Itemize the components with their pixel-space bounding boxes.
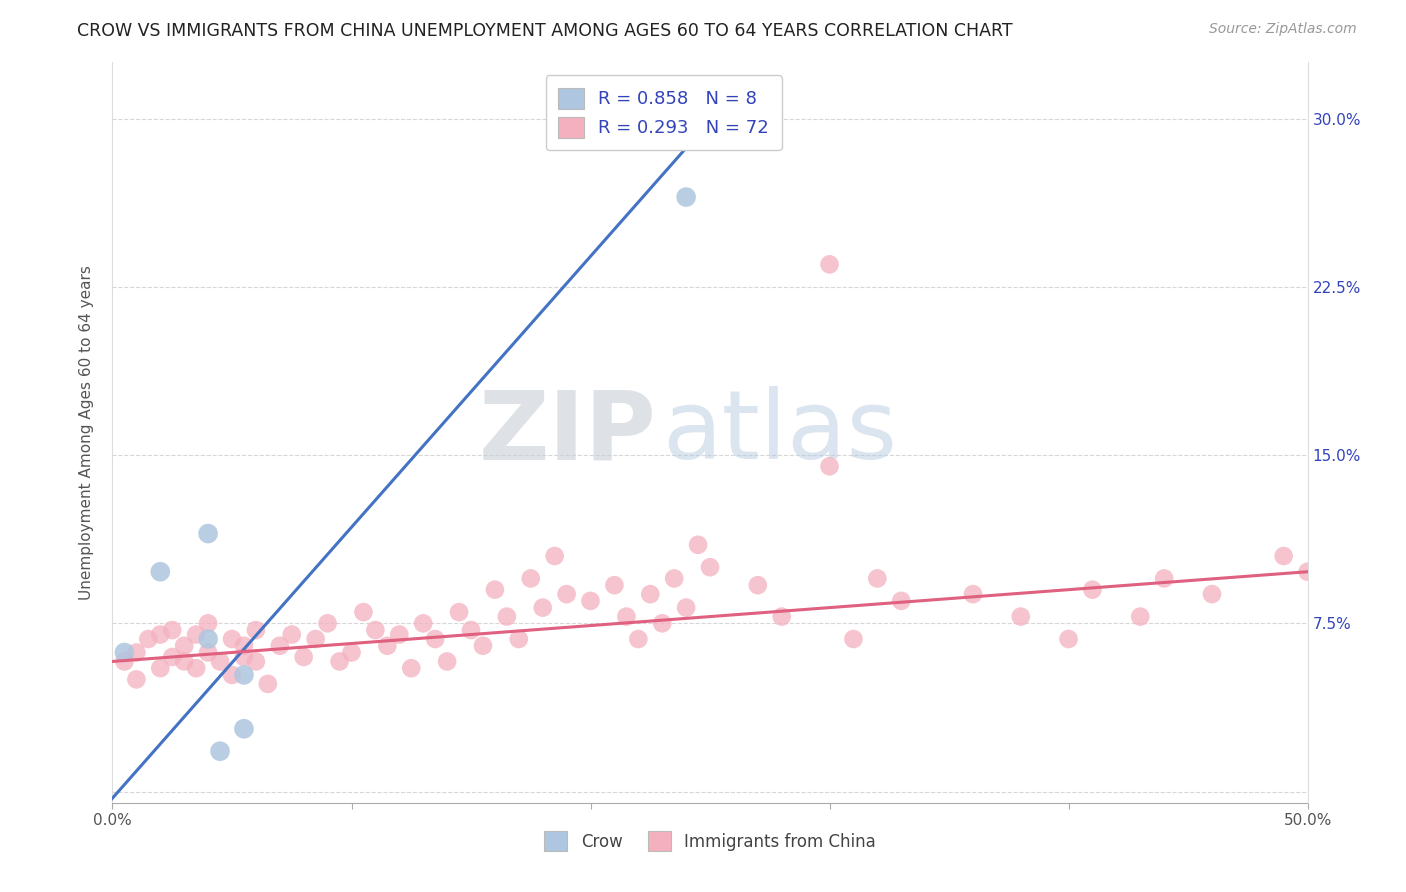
Point (197, 616, 219, 631)
Point (770, 609, 793, 624)
Point (1129, 609, 1152, 624)
Point (292, 650, 315, 665)
Point (412, 616, 434, 631)
Point (508, 632, 530, 646)
Text: Source: ZipAtlas.com: Source: ZipAtlas.com (1209, 22, 1357, 37)
Point (747, 578, 769, 592)
Point (1201, 587, 1223, 601)
Point (651, 616, 673, 631)
Point (460, 623, 482, 637)
Point (1153, 571, 1175, 585)
Point (197, 645, 219, 659)
Point (209, 744, 232, 758)
Point (472, 639, 495, 653)
Point (114, 645, 135, 659)
Point (364, 623, 387, 637)
Point (436, 655, 458, 669)
Point (675, 600, 697, 615)
Point (233, 639, 256, 653)
Point (688, 538, 710, 552)
Point (197, 526, 219, 541)
Y-axis label: Unemployment Among Ages 60 to 64 years: Unemployment Among Ages 60 to 64 years (79, 265, 94, 600)
Point (377, 639, 399, 653)
Point (1272, 549, 1295, 563)
Point (257, 677, 280, 691)
Point (664, 571, 686, 585)
Point (186, 627, 208, 641)
Point (388, 627, 411, 641)
Point (138, 632, 160, 646)
Point (352, 605, 374, 619)
Point (531, 600, 554, 615)
Point (1057, 632, 1080, 646)
Point (125, 673, 148, 687)
Point (186, 661, 208, 675)
Text: ZIP: ZIP (478, 386, 657, 479)
Point (401, 661, 423, 675)
Point (149, 565, 172, 579)
Point (197, 632, 219, 646)
Point (233, 668, 256, 682)
Text: atlas: atlas (662, 386, 897, 479)
Point (340, 645, 363, 659)
Point (962, 587, 984, 601)
Point (245, 623, 267, 637)
Point (233, 650, 256, 665)
Text: CROW VS IMMIGRANTS FROM CHINA UNEMPLOYMENT AMONG AGES 60 TO 64 YEARS CORRELATION: CROW VS IMMIGRANTS FROM CHINA UNEMPLOYME… (77, 22, 1012, 40)
Point (221, 632, 243, 646)
Point (1081, 582, 1104, 597)
Legend: Crow, Immigrants from China: Crow, Immigrants from China (537, 825, 883, 857)
Point (543, 549, 565, 563)
Point (842, 632, 865, 646)
Point (149, 627, 172, 641)
Point (425, 632, 447, 646)
Point (221, 668, 243, 682)
Point (699, 560, 721, 574)
Point (245, 655, 267, 669)
Point (1010, 609, 1032, 624)
Point (603, 578, 626, 592)
Point (233, 722, 256, 736)
Point (447, 605, 470, 619)
Point (114, 655, 135, 669)
Point (305, 632, 328, 646)
Point (818, 459, 841, 474)
Point (125, 645, 148, 659)
Point (866, 571, 889, 585)
Point (316, 616, 339, 631)
Point (496, 609, 519, 624)
Point (520, 571, 543, 585)
Point (173, 655, 195, 669)
Point (627, 632, 650, 646)
Point (890, 594, 912, 608)
Point (640, 587, 662, 601)
Point (579, 594, 602, 608)
Point (329, 655, 352, 669)
Point (149, 661, 172, 675)
Point (162, 623, 183, 637)
Point (555, 587, 578, 601)
Point (1296, 565, 1319, 579)
Point (269, 639, 291, 653)
Point (162, 650, 183, 665)
Point (675, 190, 697, 204)
Point (209, 655, 232, 669)
Point (281, 627, 304, 641)
Point (484, 582, 506, 597)
Point (173, 639, 195, 653)
Point (616, 609, 638, 624)
Point (818, 257, 841, 271)
